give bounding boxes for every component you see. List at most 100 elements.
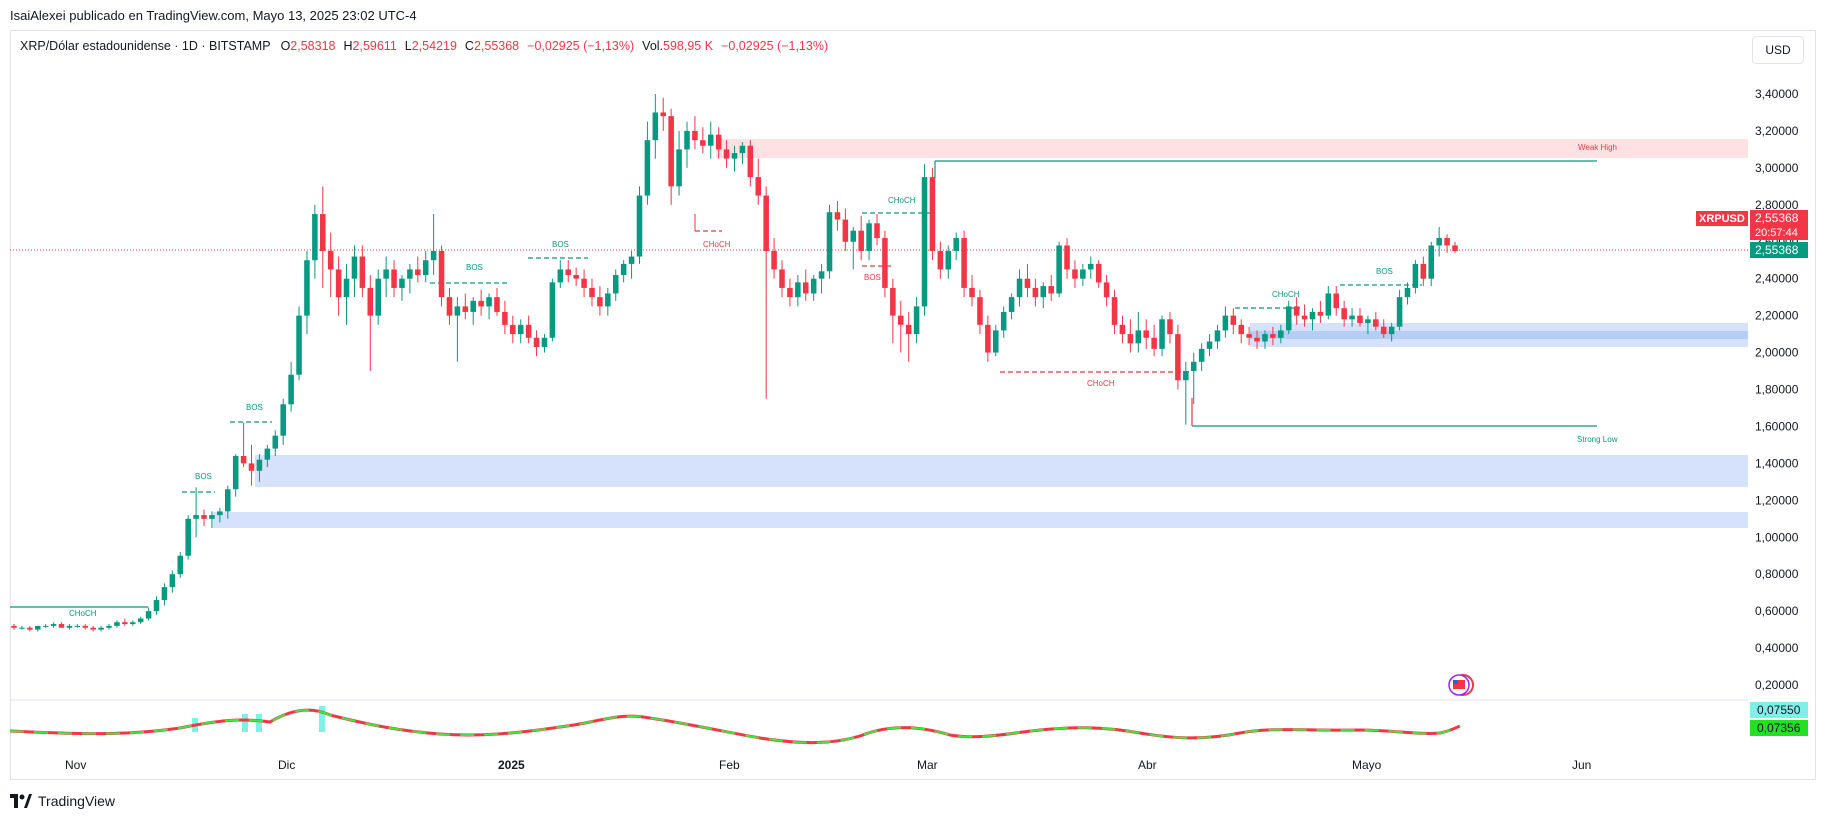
candle-body — [1365, 319, 1371, 324]
candle-body — [169, 574, 176, 588]
candle-body — [795, 282, 801, 298]
demand-zone-2 — [213, 512, 1748, 528]
candle-body — [787, 287, 793, 298]
last-price-badge — [1750, 210, 1808, 240]
volume-value: 598,95 K — [663, 39, 714, 53]
candle-body — [977, 297, 983, 325]
candle-body — [1420, 263, 1427, 279]
candle-body — [232, 455, 239, 490]
candle-body — [1048, 286, 1054, 294]
candle-body — [1238, 324, 1244, 335]
ticker-badge — [1696, 211, 1748, 226]
us-flag-event-icon[interactable] — [1448, 674, 1474, 696]
candle-body — [1373, 319, 1379, 327]
candle-body — [1436, 238, 1442, 246]
currency-button[interactable]: USD — [1752, 36, 1804, 64]
time-tick-label: Mar — [917, 758, 938, 772]
candle-body — [779, 269, 785, 288]
candle-body — [597, 297, 603, 307]
oscillator-line-red — [9, 708, 1461, 745]
candle-body — [850, 230, 857, 242]
tradingview-logo[interactable]: TradingView — [10, 793, 115, 809]
candle-body — [494, 297, 500, 312]
weak-high-label: Weak High — [1578, 143, 1617, 152]
candle-body — [1000, 311, 1007, 331]
demand-zone-3b — [1250, 331, 1748, 339]
candle-body — [739, 145, 746, 154]
candle-body — [1396, 297, 1403, 327]
candle-body — [391, 269, 397, 288]
candle-body — [407, 269, 413, 279]
candle-body — [1333, 293, 1340, 309]
candle-body — [1190, 361, 1197, 372]
price-tick-label: 3,20000 — [1755, 124, 1799, 138]
candle-body — [1230, 315, 1237, 325]
candle-body — [66, 625, 73, 628]
candle-body — [335, 269, 342, 298]
candle-body — [1325, 293, 1332, 316]
publish-credit: IsaiAlexei publicado en TradingView.com,… — [10, 8, 417, 23]
candle-body — [1008, 297, 1015, 312]
price-tick-label: 2,20000 — [1755, 309, 1799, 323]
oscillator-line-green — [9, 709, 1461, 744]
low-label: L — [404, 39, 412, 53]
time-tick-label: Nov — [65, 758, 86, 772]
candle-body — [161, 587, 168, 601]
candlestick-series — [11, 94, 1458, 632]
candle-body — [937, 250, 944, 270]
candle-body — [225, 489, 231, 512]
symbol-legend: XRP/Dólar estadounidense · 1D · BITSTAMP… — [20, 39, 836, 53]
candle-body — [106, 625, 112, 628]
candle-body — [1159, 319, 1165, 349]
price-tick-label: 0,20000 — [1755, 678, 1799, 692]
candle-body — [1357, 315, 1363, 324]
candle-body — [1103, 282, 1110, 298]
candle-body — [684, 130, 690, 150]
candle-body — [692, 130, 698, 141]
candle-body — [581, 278, 587, 288]
candle-body — [470, 300, 476, 312]
candle-body — [272, 435, 279, 449]
candle-body — [1167, 319, 1173, 335]
candle-body — [320, 214, 326, 251]
candle-body — [201, 515, 207, 519]
bos-label-1: BOS — [195, 472, 212, 481]
candle-body — [1246, 334, 1252, 338]
weak-high-zone — [716, 139, 1748, 158]
candle-body — [652, 112, 659, 141]
candle-body — [264, 448, 271, 460]
candle-body — [1119, 324, 1126, 335]
candle-body — [1309, 311, 1316, 320]
candle-body — [1285, 306, 1292, 331]
candle-body — [1143, 330, 1149, 338]
candle-body — [422, 260, 429, 275]
choch-label-feb: CHoCH — [703, 240, 731, 249]
candle-body — [454, 306, 461, 316]
price-tick-label: 0,80000 — [1755, 567, 1799, 581]
candle-body — [478, 300, 484, 307]
price-axis[interactable]: 3,400003,200003,000002,800002,600002,400… — [1755, 87, 1799, 692]
time-axis[interactable]: Nov Dic 2025 Feb Mar Abr Mayo Jun — [65, 758, 1591, 772]
candle-body — [826, 212, 833, 272]
candle-body — [1072, 269, 1078, 279]
candle-body — [557, 269, 564, 283]
symbol-title[interactable]: XRP/Dólar estadounidense · 1D · BITSTAMP — [20, 39, 271, 53]
price-tick-label: 3,40000 — [1755, 87, 1799, 101]
candle-body — [304, 260, 310, 316]
candle-body — [676, 149, 682, 187]
change-value: −0,02925 (−1,13%) — [527, 39, 635, 53]
price-tick-label: 1,20000 — [1755, 493, 1799, 507]
candle-body — [1317, 311, 1324, 316]
candle-body — [771, 250, 777, 270]
candle-body — [1175, 334, 1181, 381]
candle-body — [905, 324, 912, 335]
candle-body — [153, 600, 160, 612]
candle-body — [367, 287, 374, 316]
choch-label-mar: CHoCH — [1087, 379, 1115, 388]
time-tick-label: Jun — [1572, 758, 1591, 772]
candle-body — [573, 274, 579, 279]
price-chart[interactable]: CHoCH BOS BOS BOS BOS CHoCH CHoCH BOS CH… — [0, 0, 1826, 790]
volume-label: Vol. — [642, 39, 664, 53]
candle-body — [74, 625, 81, 627]
candle-body — [90, 627, 96, 630]
